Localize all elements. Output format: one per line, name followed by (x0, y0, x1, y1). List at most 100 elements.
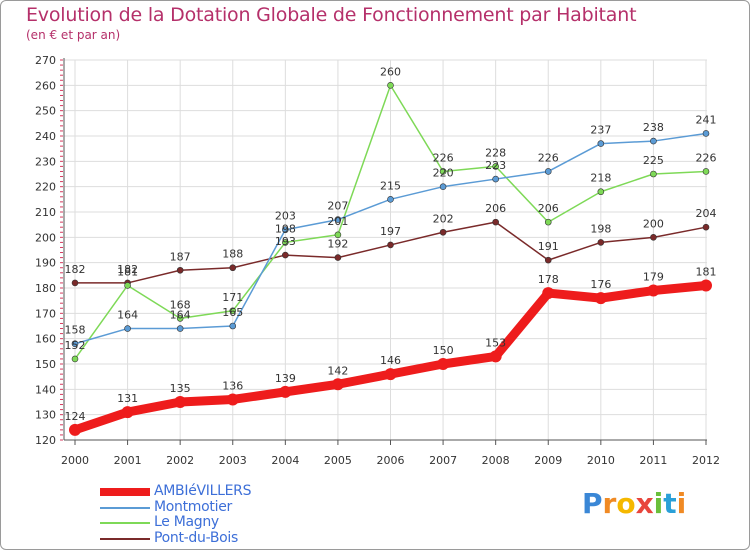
series-point-1 (176, 325, 184, 332)
series-point-0 (700, 279, 712, 292)
chart-title: Evolution de la Dotation Globale de Fonc… (26, 4, 637, 26)
x-tick-label: 2009 (534, 454, 562, 467)
x-tick-label: 2003 (219, 454, 247, 467)
data-label: 146 (380, 354, 401, 367)
series-point-2 (544, 218, 552, 226)
data-label: 164 (117, 309, 138, 322)
data-label: 131 (117, 392, 138, 405)
series-point-2 (176, 315, 184, 322)
chart-subtitle: (en € et par an) (26, 28, 121, 42)
series-point-1 (544, 168, 552, 175)
data-label: 237 (590, 124, 611, 137)
data-label: 187 (170, 250, 191, 263)
series-point-2 (650, 170, 657, 178)
data-label: 188 (222, 248, 243, 261)
y-tick-label: 180 (35, 282, 56, 295)
x-tick-label: 2000 (61, 454, 89, 467)
x-tick-label: 2005 (324, 454, 352, 467)
data-label: 193 (275, 235, 296, 248)
data-label: 181 (696, 265, 717, 278)
data-label: 206 (538, 202, 559, 215)
y-tick-label: 210 (35, 206, 56, 219)
series-point-2 (334, 231, 342, 239)
logo-letter: o (616, 487, 636, 520)
x-tick-label: 2006 (377, 454, 405, 467)
legend-label: Montmotier (154, 498, 232, 515)
series-point-3 (702, 223, 710, 231)
data-label: 218 (590, 172, 611, 185)
data-label: 153 (485, 336, 506, 349)
series-point-0 (69, 423, 81, 436)
y-tick-label: 250 (35, 105, 56, 118)
data-label: 225 (643, 154, 664, 167)
series-point-0 (384, 368, 397, 381)
data-label: 226 (696, 151, 717, 164)
series-point-3 (597, 239, 605, 246)
data-label: 182 (117, 263, 138, 276)
series-point-1 (439, 183, 447, 190)
legend-swatch (100, 506, 150, 509)
data-label: 139 (275, 372, 296, 385)
series-point-1 (282, 226, 289, 234)
series-point-0 (331, 378, 344, 391)
proxiti-logo: Proxiti (582, 487, 686, 520)
x-tick-label: 2011 (639, 454, 667, 467)
data-label: 197 (380, 225, 401, 238)
data-label: 198 (275, 222, 296, 235)
y-tick-label: 140 (35, 383, 56, 396)
data-label: 171 (222, 291, 243, 304)
data-label: 164 (170, 309, 191, 322)
series-point-2 (124, 282, 131, 289)
series-point-2 (492, 163, 499, 170)
series-point-2 (71, 355, 79, 363)
logo-letter: P (582, 487, 603, 520)
y-tick-label: 120 (35, 434, 56, 447)
series-point-0 (594, 292, 607, 305)
series-point-2 (229, 307, 237, 315)
x-tick-label: 2001 (114, 454, 142, 467)
data-label: 181 (117, 265, 138, 278)
x-tick-label: 2010 (587, 454, 615, 467)
series-point-3 (229, 264, 237, 272)
y-tick-label: 150 (35, 358, 56, 371)
legend-label: Pont-du-Bois (154, 529, 238, 546)
data-label: 215 (380, 179, 401, 192)
data-label: 136 (222, 379, 243, 392)
y-tick-label: 270 (35, 54, 56, 67)
series-point-3 (544, 256, 552, 264)
series-point-3 (492, 218, 499, 226)
series-point-0 (647, 284, 660, 297)
data-label: 179 (643, 271, 664, 284)
data-label: 223 (485, 159, 506, 172)
series-point-0 (437, 358, 450, 370)
logo-letter: t (663, 487, 677, 520)
series-point-2 (439, 168, 447, 175)
data-label: 207 (327, 200, 348, 213)
legend-swatch (100, 488, 150, 496)
y-tick-label: 160 (35, 333, 56, 346)
data-label: 201 (327, 215, 348, 228)
data-label: 238 (643, 121, 664, 134)
data-label: 158 (65, 324, 86, 337)
series-point-2 (597, 188, 605, 196)
data-label: 182 (65, 263, 86, 276)
y-tick-label: 190 (35, 257, 56, 270)
x-tick-label: 2007 (429, 454, 457, 467)
data-label: 124 (65, 410, 86, 423)
data-label: 191 (538, 240, 559, 253)
series-point-1 (702, 130, 710, 137)
data-label: 204 (696, 207, 717, 220)
series-point-3 (334, 254, 342, 261)
series-point-1 (387, 196, 394, 203)
series-point-1 (650, 137, 657, 145)
series-point-3 (387, 241, 394, 249)
data-label: 165 (222, 306, 243, 319)
data-label: 192 (327, 238, 348, 251)
x-tick-label: 2002 (166, 454, 194, 467)
series-point-0 (542, 287, 555, 300)
series-point-1 (334, 216, 342, 223)
logo-letter: i (653, 487, 664, 520)
data-label: 200 (643, 217, 664, 230)
data-label: 142 (327, 364, 348, 377)
